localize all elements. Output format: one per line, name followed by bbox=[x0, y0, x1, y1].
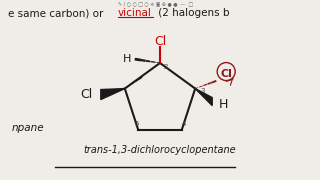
Text: 2: 2 bbox=[164, 64, 168, 70]
Text: (2 halogens b: (2 halogens b bbox=[155, 8, 229, 18]
Polygon shape bbox=[195, 89, 212, 105]
Text: H: H bbox=[219, 98, 228, 111]
Text: 4: 4 bbox=[181, 121, 186, 127]
Text: Cl: Cl bbox=[81, 88, 93, 101]
Text: 3: 3 bbox=[200, 87, 204, 94]
Text: trans-1,3-dichlorocyclopentane: trans-1,3-dichlorocyclopentane bbox=[84, 145, 236, 155]
Text: npane: npane bbox=[12, 123, 44, 133]
Text: H: H bbox=[123, 54, 131, 64]
Text: ✎ / ○ ○ □ ○ ✲ ▣ ⊕ ● ●  —  □: ✎ / ○ ○ □ ○ ✲ ▣ ⊕ ● ● — □ bbox=[117, 1, 193, 6]
Text: 5: 5 bbox=[134, 121, 139, 127]
Text: Cl: Cl bbox=[220, 69, 232, 78]
Text: vicinal: vicinal bbox=[118, 8, 152, 18]
Text: e same carbon) or: e same carbon) or bbox=[8, 8, 107, 18]
Polygon shape bbox=[101, 89, 125, 100]
Text: Cl: Cl bbox=[154, 35, 166, 48]
